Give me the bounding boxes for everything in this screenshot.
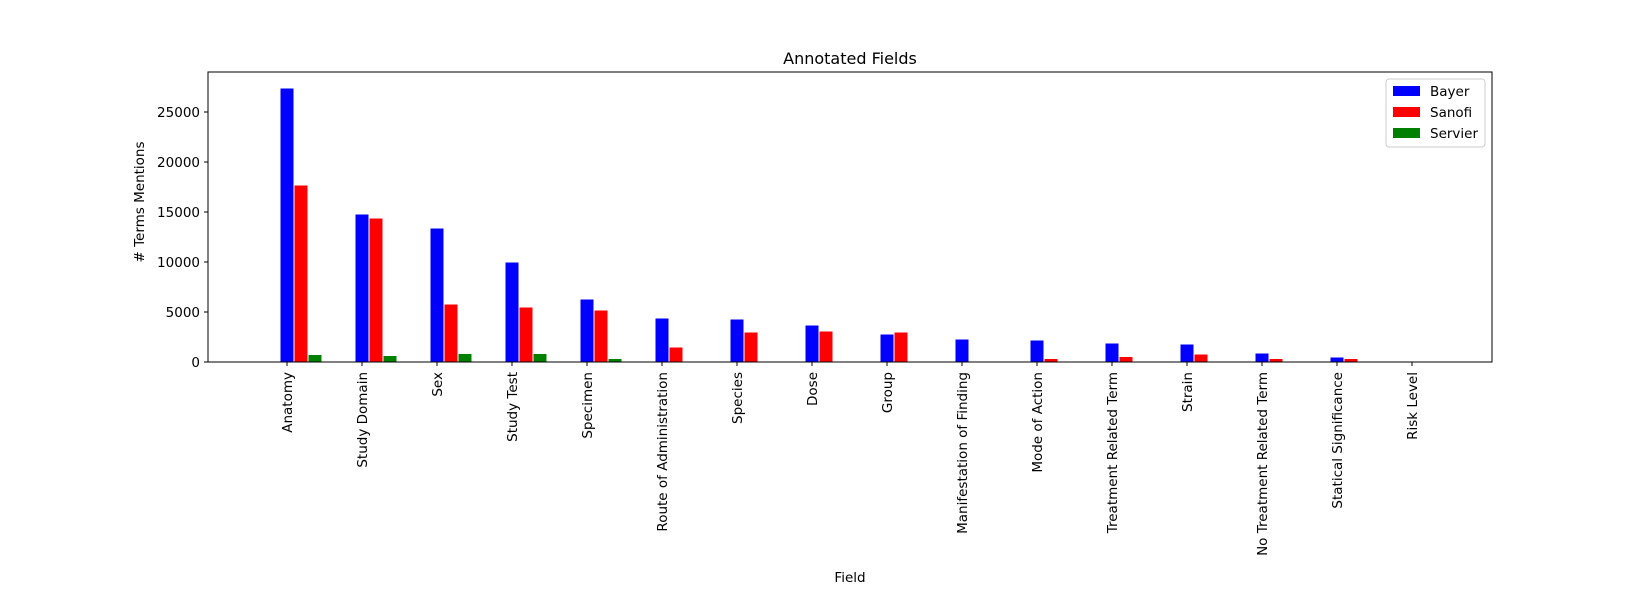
x-axis-label: Field	[834, 570, 865, 586]
bar-sanofi	[668, 346, 684, 363]
x-tick-label: Mode of Action	[1030, 372, 1046, 473]
legend-items: Bayer Sanofi Servier	[1393, 84, 1478, 142]
bar-sanofi	[818, 330, 834, 363]
x-tick-label: Anatomy	[280, 372, 296, 433]
x-tick-label: Specimen	[580, 372, 596, 439]
bar-sanofi	[293, 184, 309, 363]
bar-bayer	[1254, 352, 1270, 363]
bars-layer	[279, 87, 1359, 363]
bar-bayer	[579, 298, 595, 363]
x-tick-label: Risk Level	[1405, 372, 1421, 440]
bar-bayer	[804, 324, 820, 363]
legend-swatch-bayer	[1393, 86, 1420, 96]
bar-sanofi	[1268, 358, 1284, 363]
x-tick-label: Treatment Related Term	[1105, 372, 1121, 534]
bar-sanofi	[893, 331, 909, 363]
bar-servier	[607, 358, 623, 363]
bar-sanofi	[443, 303, 459, 363]
y-tick-label: 15000	[157, 205, 200, 221]
bar-servier	[382, 355, 398, 363]
bar-bayer	[279, 87, 295, 363]
bar-servier	[457, 353, 473, 363]
bar-sanofi	[368, 217, 384, 363]
bar-sanofi	[593, 309, 609, 363]
bar-bayer	[1179, 343, 1195, 363]
bar-bayer	[729, 318, 745, 363]
bar-bayer	[1029, 339, 1045, 363]
x-tick-label: Study Test	[505, 372, 521, 442]
bar-bayer	[504, 261, 520, 363]
x-tick-label: Sex	[430, 372, 446, 397]
bar-sanofi	[1193, 353, 1209, 363]
x-tick-label: Species	[730, 372, 746, 424]
y-tick-label: 0	[191, 355, 200, 371]
y-tick-label: 20000	[157, 155, 200, 171]
legend-swatch-sanofi	[1393, 107, 1420, 117]
bar-servier	[532, 353, 548, 363]
legend: Bayer Sanofi Servier	[1385, 78, 1486, 148]
x-tick-label: No Treatment Related Term	[1255, 372, 1271, 556]
bar-bayer	[879, 333, 895, 363]
y-tick-label: 10000	[157, 255, 200, 271]
y-axis-label: # Terms Mentions	[132, 141, 148, 262]
bar-bayer	[1104, 342, 1120, 363]
bar-bayer	[954, 338, 970, 363]
bar-sanofi	[743, 331, 759, 363]
legend-label-sanofi: Sanofi	[1430, 105, 1472, 121]
bar-sanofi	[1343, 358, 1359, 363]
legend-label-bayer: Bayer	[1430, 84, 1470, 100]
x-tick-label: Strain	[1180, 372, 1196, 412]
x-tick-label: Study Domain	[355, 372, 371, 468]
bar-sanofi	[518, 306, 534, 363]
chart-title: Annotated Fields	[783, 49, 917, 68]
x-tick-label: Manifestation of Finding	[955, 372, 971, 534]
x-tick-label: Dose	[805, 372, 821, 406]
legend-swatch-servier	[1393, 128, 1420, 138]
x-tick-label: Route of Administration	[655, 372, 671, 532]
bar-bayer	[429, 227, 445, 363]
bar-servier	[307, 354, 323, 363]
plot-frame	[207, 71, 1493, 363]
y-tick-label: 25000	[157, 105, 200, 121]
bar-sanofi	[1118, 356, 1134, 363]
x-tick-label: Statical Significance	[1330, 372, 1346, 509]
bar-bayer	[354, 213, 370, 363]
bar-bayer	[1329, 356, 1345, 363]
bar-bayer	[654, 317, 670, 363]
x-tick-label: Group	[880, 372, 896, 413]
legend-label-servier: Servier	[1430, 126, 1478, 142]
ticks-layer: Anatomy Study Domain Sex Study Test Specimen…	[157, 105, 1421, 556]
bar-sanofi	[1043, 358, 1059, 363]
y-tick-label: 5000	[166, 305, 200, 321]
